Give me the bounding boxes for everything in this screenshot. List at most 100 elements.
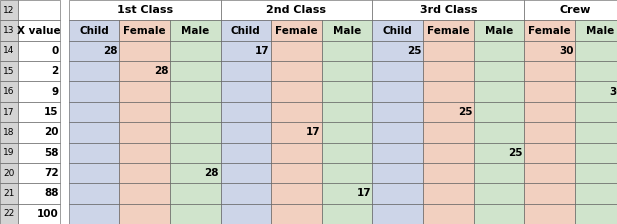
Bar [119,20,170,41]
Text: 28: 28 [154,66,168,76]
Text: 100: 100 [37,209,59,219]
Text: Crew: Crew [560,5,590,15]
Bar [575,142,617,163]
Bar [322,20,373,41]
Text: 2nd Class: 2nd Class [267,5,326,15]
Bar [271,102,322,122]
Bar [524,163,575,183]
Bar [322,142,373,163]
Bar [373,183,423,204]
Bar [423,41,474,61]
Text: 30: 30 [610,87,617,97]
Text: 17: 17 [255,46,270,56]
Text: 22: 22 [3,209,15,218]
Text: Female: Female [427,26,470,36]
Bar [220,61,271,82]
Bar [119,41,170,61]
Bar [220,122,271,142]
Text: Female: Female [123,26,166,36]
Bar [575,204,617,224]
Bar [271,61,322,82]
Bar [524,0,617,20]
Bar [575,20,617,41]
Text: Male: Male [586,26,615,36]
Bar [373,163,423,183]
Bar [423,163,474,183]
Bar [18,204,60,224]
Bar [474,204,524,224]
Bar [68,41,119,61]
Text: Child: Child [383,26,413,36]
Bar [322,82,373,102]
Bar [68,142,119,163]
Bar [575,41,617,61]
Text: 58: 58 [44,148,59,158]
Bar [170,41,220,61]
Text: 12: 12 [3,6,15,15]
Bar [271,20,322,41]
Bar [524,20,575,41]
Bar [170,142,220,163]
Bar [322,122,373,142]
Text: Male: Male [181,26,209,36]
Bar [220,20,271,41]
Text: 17: 17 [305,127,320,137]
Bar [271,142,322,163]
Bar [271,163,322,183]
Bar [474,20,524,41]
Bar [423,183,474,204]
Text: 25: 25 [458,107,472,117]
Text: 21: 21 [3,189,15,198]
Bar [68,61,119,82]
Bar [68,163,119,183]
Text: 20: 20 [44,127,59,137]
Bar [170,183,220,204]
Text: 9: 9 [51,87,59,97]
Text: 19: 19 [3,148,15,157]
Bar [220,163,271,183]
Bar [119,163,170,183]
Bar [474,41,524,61]
Bar [68,122,119,142]
Text: 28: 28 [205,168,219,178]
Text: 28: 28 [103,46,118,56]
Bar [18,41,60,61]
Bar [524,122,575,142]
Bar [18,20,60,41]
Text: Female: Female [275,26,318,36]
Bar [373,204,423,224]
Bar [474,163,524,183]
Bar [373,82,423,102]
Bar [170,204,220,224]
Bar [474,61,524,82]
Bar [524,82,575,102]
Bar [0,204,18,224]
Text: 25: 25 [508,148,523,158]
Bar [170,102,220,122]
Bar [271,204,322,224]
Bar [423,61,474,82]
Text: Child: Child [79,26,109,36]
Text: 1st Class: 1st Class [117,5,173,15]
Bar [524,183,575,204]
Bar [18,102,60,122]
Bar [373,122,423,142]
Bar [0,163,18,183]
Text: Female: Female [528,26,571,36]
Bar [423,142,474,163]
Bar [575,122,617,142]
Bar [170,61,220,82]
Bar [474,122,524,142]
Bar [119,183,170,204]
Bar [524,142,575,163]
Bar [474,183,524,204]
Bar [524,102,575,122]
Bar [0,82,18,102]
Bar [0,20,18,41]
Bar [575,163,617,183]
Text: 15: 15 [44,107,59,117]
Bar [119,204,170,224]
Bar [119,142,170,163]
Bar [220,41,271,61]
Bar [373,20,423,41]
